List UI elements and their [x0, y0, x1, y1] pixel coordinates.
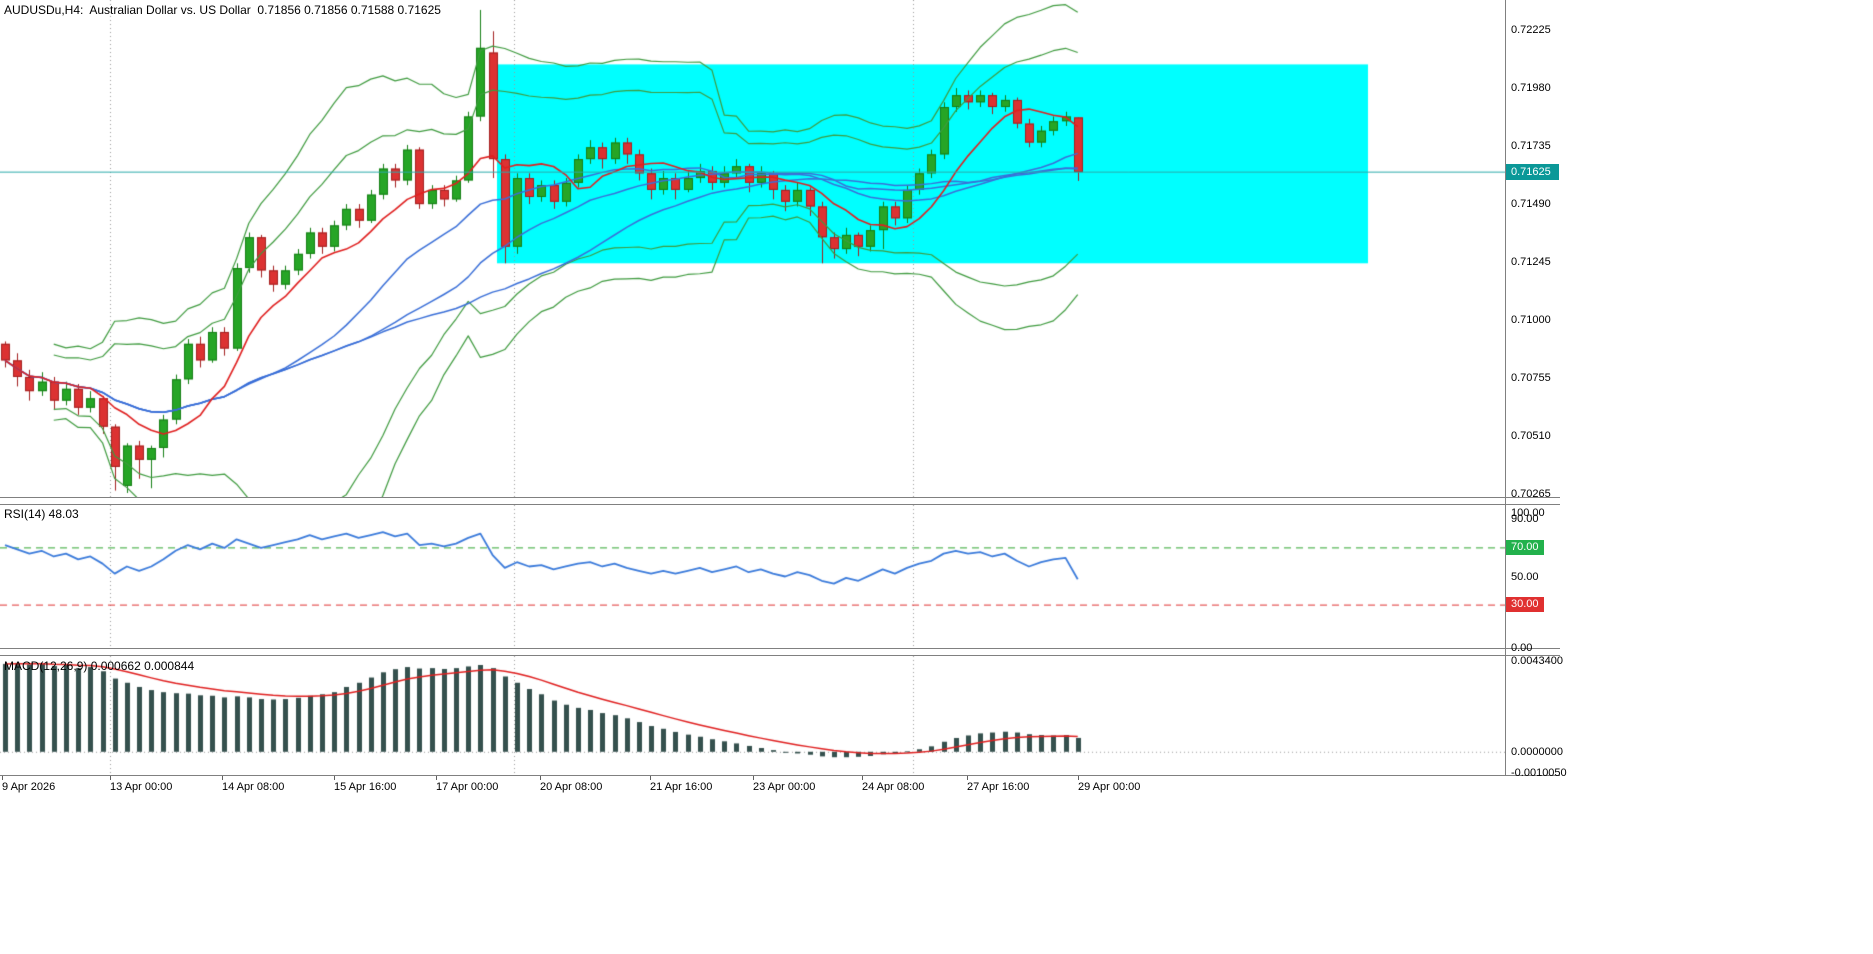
- time-axis-label: 27 Apr 16:00: [967, 781, 1030, 793]
- rsi-axis-label: 90.00: [1511, 513, 1539, 526]
- price-axis-label: 0.71980: [1511, 82, 1551, 95]
- time-axis-tick: [334, 776, 335, 780]
- right-axis-column: 0.72225 0.71980 0.71735 0.71490 0.71245 0.710…: [1505, 0, 1873, 800]
- time-axis-label: 23 Apr 00:00: [753, 781, 816, 793]
- rsi-axis-label: 50.00: [1511, 570, 1539, 583]
- chart-title: AUDUSDu,H4: Australian Dollar vs. US Dol…: [4, 3, 441, 17]
- time-axis-label: 20 Apr 08:00: [540, 781, 603, 793]
- time-axis-label: 29 Apr 00:00: [1078, 781, 1141, 793]
- macd-axis-label: 0.0000000: [1511, 745, 1563, 758]
- price-axis-label: 0.71000: [1511, 314, 1551, 327]
- time-axis-label: 9 Apr 2026: [2, 781, 56, 793]
- time-axis-label: 13 Apr 00:00: [110, 781, 173, 793]
- time-axis-tick: [1078, 776, 1079, 780]
- rsi-axis-label: 100.00: [1511, 506, 1545, 519]
- time-axis-label: 15 Apr 16:00: [334, 781, 397, 793]
- price-axis-label: 0.72225: [1511, 24, 1551, 37]
- time-axis-label: 21 Apr 16:00: [650, 781, 713, 793]
- rsi-axis-label: 0.00: [1511, 642, 1533, 654]
- macd-axis-label: -0.0010050: [1511, 766, 1567, 779]
- rsi-level-badge: 70.00: [1506, 539, 1544, 555]
- panel-separator-rsi-macd[interactable]: [0, 648, 1560, 656]
- panel-separator-price-rsi[interactable]: [0, 497, 1560, 505]
- price-chart-canvas[interactable]: [0, 0, 1505, 497]
- time-axis-tick: [222, 776, 223, 780]
- time-axis-label: 14 Apr 08:00: [222, 781, 285, 793]
- macd-chart-canvas[interactable]: [0, 656, 1505, 775]
- rsi-chart-canvas[interactable]: [0, 505, 1505, 648]
- rsi-level-badge: 30.00: [1506, 597, 1544, 613]
- time-axis-tick: [436, 776, 437, 780]
- time-axis-tick: [753, 776, 754, 780]
- time-axis-label: 17 Apr 00:00: [436, 781, 499, 793]
- price-axis-label: 0.71490: [1511, 198, 1551, 211]
- time-axis-tick: [650, 776, 651, 780]
- price-axis-label: 0.70510: [1511, 430, 1551, 443]
- macd-panel-title: MACD(12,26,9) 0.000662 0.000844: [4, 659, 195, 673]
- time-axis-tick: [862, 776, 863, 780]
- macd-axis-label: 0.0043400: [1511, 655, 1563, 668]
- current-price-tag: 0.71625: [1506, 164, 1559, 181]
- time-axis-tick: [2, 776, 3, 780]
- time-axis-border: [0, 775, 1560, 776]
- time-axis-label: 24 Apr 08:00: [862, 781, 925, 793]
- time-axis-tick: [110, 776, 111, 780]
- price-axis-label: 0.71245: [1511, 256, 1551, 269]
- price-axis-label: 0.71735: [1511, 140, 1551, 153]
- price-scale-border: [1505, 0, 1506, 776]
- rsi-panel-title: RSI(14) 48.03: [4, 507, 79, 521]
- time-axis-tick: [540, 776, 541, 780]
- time-axis[interactable]: 9 Apr 2026 13 Apr 00:00 14 Apr 08:00 15 Apr…: [0, 776, 1560, 800]
- price-axis-label: 0.70755: [1511, 372, 1551, 385]
- time-axis-tick: [967, 776, 968, 780]
- price-axis-label: 0.70265: [1511, 488, 1551, 501]
